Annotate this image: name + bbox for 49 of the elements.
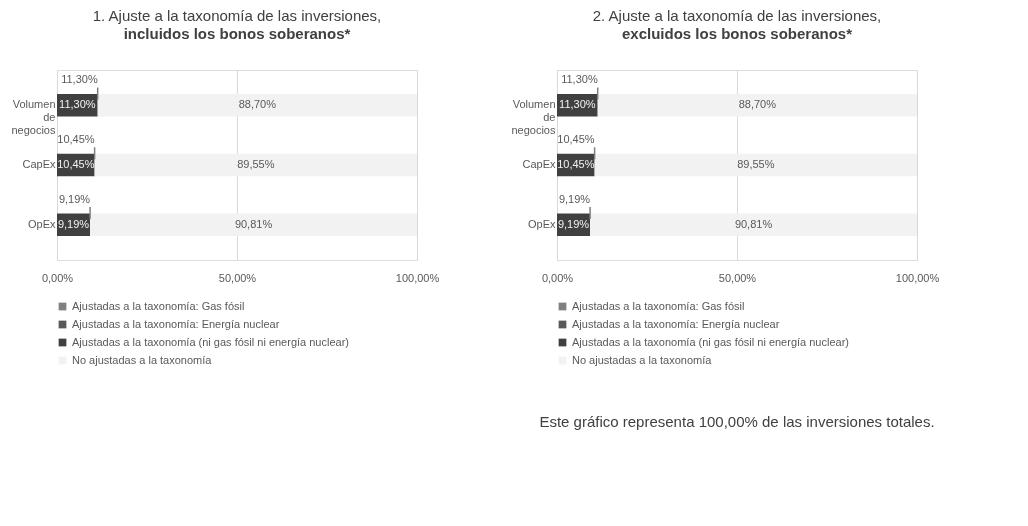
data-label: 88,70%: [238, 98, 277, 111]
annotation: 9,19%: [558, 192, 591, 205]
chart-subtitle: excluidos los bonos soberanos*: [621, 25, 853, 42]
bar: [597, 93, 917, 117]
bar: [90, 213, 417, 237]
bar: [594, 153, 917, 177]
x-tick-label: 100,00%: [395, 271, 440, 284]
data-label: 89,55%: [237, 158, 275, 170]
chart-title: 2. Ajuste a la taxonomía de las inversiones,: [592, 7, 882, 24]
x-tick-label: 0,00%: [41, 271, 74, 284]
y-tick-label: CapEx: [522, 158, 556, 170]
bar: [94, 153, 417, 177]
x-tick-label: 100,00%: [895, 271, 940, 284]
legend-label: No ajustadas a la taxonomía: [72, 353, 213, 366]
legend-label: Ajustadas a la taxonomía: Energía nuclear: [72, 317, 280, 330]
y-tick-label: CapEx: [22, 158, 56, 170]
chart-title: 1. Ajuste a la taxonomía de las inversiones,: [92, 7, 382, 24]
x-tick-label: 50,00%: [218, 271, 257, 284]
legend-label: Ajustadas a la taxonomía (ni gas fósil ni energía nuclear): [72, 335, 349, 348]
y-tick-label: OpEx: [527, 217, 556, 230]
legend-label: Ajustadas a la taxonomía: Gas fósil: [72, 299, 245, 312]
x-tick-label: 0,00%: [541, 271, 574, 284]
data-label: 9,19%: [557, 217, 590, 230]
annotation: 10,45%: [57, 133, 95, 145]
legend-label: Ajustadas a la taxonomía: Energía nuclear: [572, 317, 780, 330]
data-label: 9,19%: [57, 217, 90, 230]
chart-subtitle: incluidos los bonos soberanos*: [123, 25, 351, 42]
y-tick-label: Volumen de negocios: [11, 98, 56, 137]
bar: [97, 93, 417, 117]
legend-label: Ajustadas a la taxonomía: Gas fósil: [572, 299, 745, 312]
data-label: 90,81%: [734, 217, 773, 230]
data-label: 10,45%: [57, 158, 95, 170]
annotation: 11,30%: [61, 73, 98, 86]
x-tick-label: 50,00%: [718, 271, 757, 284]
data-label: 88,70%: [738, 98, 777, 111]
annotation: 11,30%: [561, 73, 598, 86]
bar: [590, 213, 917, 237]
annotation: 9,19%: [58, 192, 91, 205]
data-label: 90,81%: [234, 217, 273, 230]
y-tick-label: OpEx: [27, 217, 56, 230]
legend-label: Ajustadas a la taxonomía (ni gas fósil ni energía nuclear): [572, 335, 849, 348]
annotation: 10,45%: [557, 133, 595, 145]
data-label: 89,55%: [737, 158, 775, 170]
data-label: 11,30%: [59, 98, 96, 111]
data-label: 11,30%: [559, 98, 596, 111]
y-tick-label: Volumen de negocios: [511, 98, 556, 137]
text: Este gráfico representa 100,00% de las inversiones totales.: [539, 413, 935, 430]
data-label: 10,45%: [557, 158, 595, 170]
legend-label: No ajustadas a la taxonomía: [572, 353, 713, 366]
